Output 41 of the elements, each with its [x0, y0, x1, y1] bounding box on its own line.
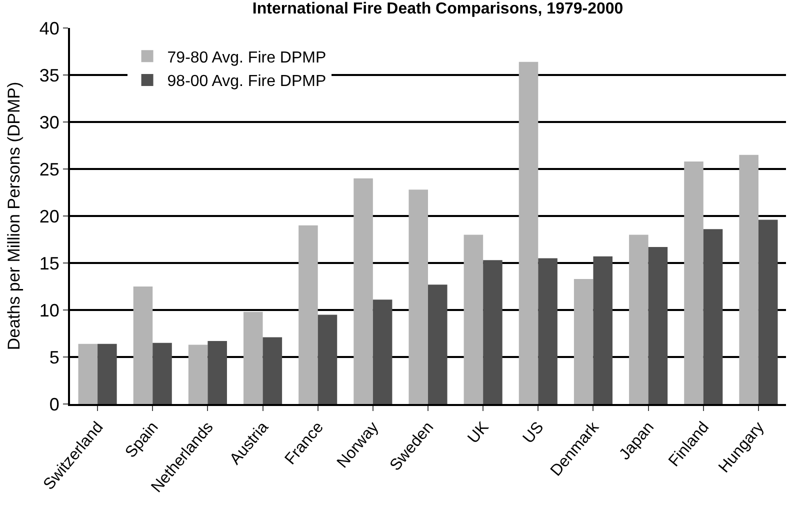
legend-label: 98-00 Avg. Fire DPMP [167, 73, 326, 90]
y-tick-label: 35 [39, 65, 60, 86]
legend-label: 79-80 Avg. Fire DPMP [167, 49, 326, 66]
x-tick-label: UK [464, 418, 492, 447]
bar [318, 314, 338, 404]
bar [298, 225, 318, 404]
bar [133, 286, 153, 404]
bar [483, 260, 502, 404]
y-tick-label: 20 [39, 206, 60, 226]
y-tick-label: 0 [49, 394, 60, 414]
y-tick-label: 5 [49, 347, 60, 368]
bar [152, 342, 172, 404]
y-tick-label: 15 [39, 253, 60, 274]
bar [78, 344, 98, 404]
bar [243, 312, 263, 404]
bar [648, 247, 668, 404]
bar [354, 178, 373, 404]
bar [372, 300, 392, 404]
bar [408, 190, 428, 404]
x-tick-label: US [520, 418, 548, 447]
bar [684, 161, 704, 404]
y-tick-label: 10 [39, 300, 60, 320]
y-axis-title: Deaths per Million Persons (DPMP) [4, 82, 24, 350]
bar [262, 337, 282, 404]
bar [428, 284, 448, 404]
bar [538, 258, 558, 404]
bar [758, 220, 778, 404]
y-tick-label: 40 [39, 18, 60, 38]
bar [518, 62, 538, 404]
bar [574, 278, 594, 404]
bar [188, 344, 208, 404]
bar [208, 341, 227, 404]
bar [98, 344, 117, 404]
bar [593, 256, 613, 404]
bar [629, 234, 648, 404]
y-tick-label: 25 [39, 159, 60, 180]
chart-title: International Fire Death Comparisons, 1979-2000 [252, 0, 624, 18]
y-tick-label: 30 [39, 112, 60, 132]
bar [464, 234, 484, 404]
bar [739, 154, 758, 404]
bar [703, 229, 723, 404]
